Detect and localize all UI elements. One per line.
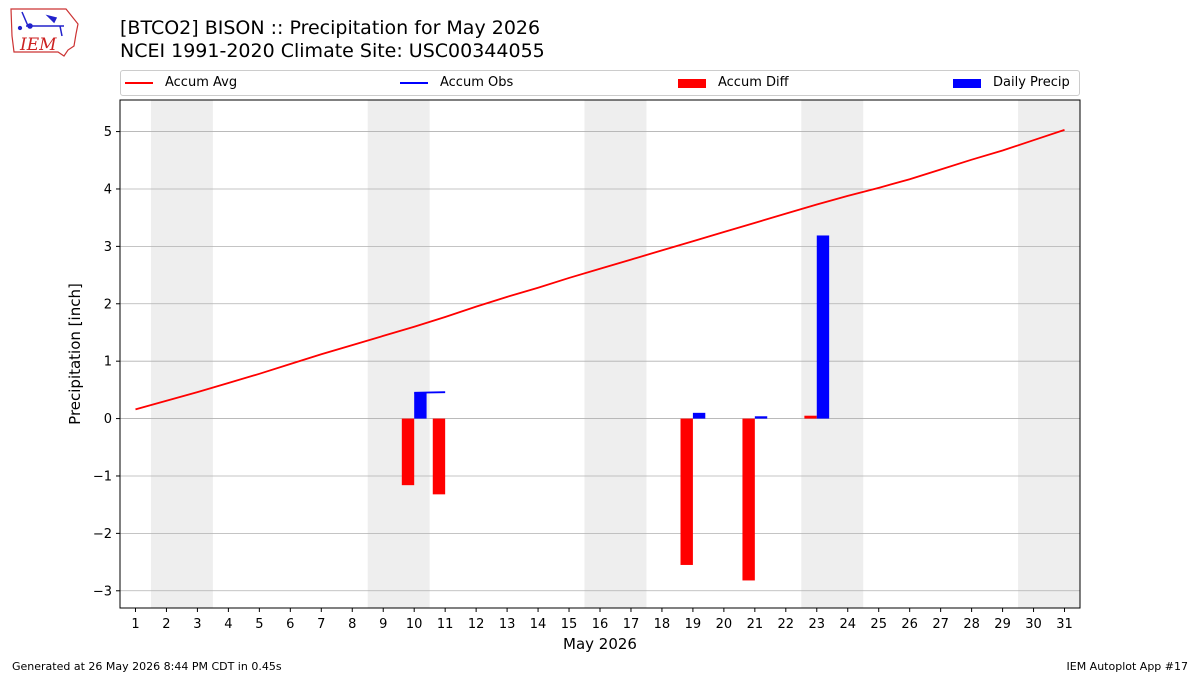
- legend-swatch-accum-diff: [678, 79, 706, 88]
- y-tick-label: 2: [104, 297, 112, 312]
- bars: [401, 235, 830, 581]
- legend-swatch-daily-precip: [953, 79, 981, 88]
- x-tick-label: 22: [778, 617, 795, 632]
- footer-app: IEM Autoplot App #17: [1066, 660, 1189, 673]
- x-tick-label: 8: [348, 617, 356, 632]
- y-tick-label: 4: [104, 182, 112, 197]
- x-tick-label: 19: [685, 617, 702, 632]
- x-tick-label: 21: [747, 617, 764, 632]
- y-axis-label: Precipitation [inch]: [66, 283, 84, 425]
- x-tick-label: 2: [162, 617, 170, 632]
- x-tick-label: 3: [193, 617, 201, 632]
- lines: [135, 128, 1065, 411]
- x-tick-label: 16: [592, 617, 609, 632]
- x-tick-label: 26: [901, 617, 918, 632]
- chart-title: [BTCO2] BISON :: Precipitation for May 2…: [120, 17, 541, 39]
- iem-logo: IEM: [10, 8, 79, 57]
- x-tick-label: 29: [994, 617, 1011, 632]
- weekend-band: [801, 100, 864, 608]
- y-tick-label: 0: [104, 412, 112, 427]
- bar-daily-precip: [816, 235, 830, 419]
- legend-label-accum-avg: Accum Avg: [165, 75, 238, 90]
- y-axis-ticks: −3 −2 −1 0 1 2 3 4 5: [93, 125, 120, 599]
- iowa-outline-icon: [10, 8, 79, 57]
- x-tick-label: 28: [963, 617, 980, 632]
- weekend-band: [1018, 100, 1080, 608]
- x-tick-label: 15: [561, 617, 578, 632]
- legend-label-daily-precip: Daily Precip: [993, 75, 1070, 90]
- bar-daily-precip: [414, 392, 427, 419]
- bar-accum-diff: [432, 418, 446, 495]
- x-tick-label: 24: [839, 617, 856, 632]
- weather-station-icon: [17, 11, 64, 37]
- x-tick-label: 30: [1025, 617, 1042, 632]
- bar-daily-precip: [692, 412, 706, 419]
- x-tick-label: 25: [870, 617, 887, 632]
- legend-label-accum-obs: Accum Obs: [440, 75, 514, 90]
- footer-generated: Generated at 26 May 2026 8:44 PM CDT in …: [12, 660, 282, 673]
- x-tick-label: 1: [131, 617, 139, 632]
- legend: Accum Avg Accum Obs Accum Diff Daily Pre…: [120, 70, 1080, 96]
- bar-accum-diff: [804, 415, 817, 419]
- line-accum-obs: [414, 391, 446, 394]
- weekend-band: [584, 100, 647, 608]
- x-tick-label: 13: [499, 617, 516, 632]
- y-tick-label: 5: [104, 125, 112, 140]
- x-tick-label: 9: [379, 617, 387, 632]
- x-axis-ticks: 1 2 3 4 5 6 7 8 9 10 11 12 13 14 15 16 17 18 19 20 21 22 23 24 2…: [131, 608, 1073, 632]
- y-tick-label: −2: [93, 527, 112, 542]
- bar-daily-precip: [754, 416, 768, 419]
- x-tick-label: 31: [1056, 617, 1073, 632]
- bar-accum-diff: [742, 418, 755, 581]
- legend-swatch-accum-avg: [125, 82, 153, 84]
- legend-swatch-accum-obs: [400, 82, 428, 84]
- x-tick-label: 7: [317, 617, 325, 632]
- y-tick-label: 3: [104, 240, 112, 255]
- y-tick-label: −1: [93, 469, 112, 484]
- x-tick-label: 6: [286, 617, 294, 632]
- gridlines: [120, 131, 1080, 592]
- weekend-bands: [150, 100, 1080, 608]
- x-tick-label: 10: [406, 617, 423, 632]
- x-tick-label: 23: [809, 617, 826, 632]
- x-tick-label: 12: [468, 617, 485, 632]
- x-tick-label: 11: [437, 617, 454, 632]
- x-tick-label: 20: [716, 617, 733, 632]
- x-tick-label: 27: [932, 617, 949, 632]
- x-tick-label: 18: [654, 617, 671, 632]
- y-tick-label: −3: [93, 584, 112, 599]
- legend-label-accum-diff: Accum Diff: [718, 75, 789, 90]
- x-tick-label: 17: [623, 617, 640, 632]
- line-accum-avg: [135, 128, 1065, 411]
- logo-text: IEM: [19, 35, 57, 55]
- x-tick-label: 5: [255, 617, 263, 632]
- x-tick-label: 4: [224, 617, 232, 632]
- x-tick-label: 14: [530, 617, 547, 632]
- chart-subtitle: NCEI 1991-2020 Climate Site: USC00344055: [120, 40, 545, 62]
- x-axis-label: May 2026: [563, 635, 637, 653]
- bar-accum-diff: [401, 418, 415, 486]
- weekend-band: [367, 100, 430, 608]
- y-tick-label: 1: [104, 355, 112, 370]
- plot-frame: [119, 99, 1081, 609]
- bar-accum-diff: [680, 418, 693, 565]
- weekend-band: [150, 100, 213, 608]
